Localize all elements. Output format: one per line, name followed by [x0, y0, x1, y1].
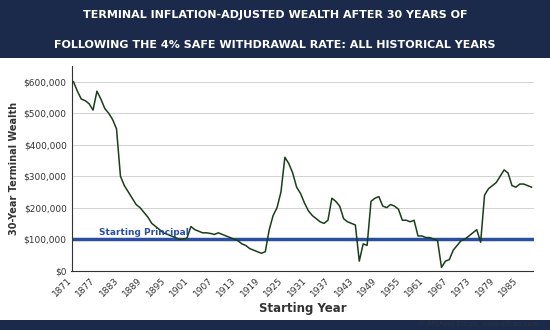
Text: FOLLOWING THE 4% SAFE WITHDRAWAL RATE: ALL HISTORICAL YEARS: FOLLOWING THE 4% SAFE WITHDRAWAL RATE: A…: [54, 40, 496, 50]
Text: Starting Principal: Starting Principal: [99, 228, 189, 237]
Y-axis label: 30-Year Terminal Wealth: 30-Year Terminal Wealth: [9, 102, 19, 235]
Text: TERMINAL INFLATION-ADJUSTED WEALTH AFTER 30 YEARS OF: TERMINAL INFLATION-ADJUSTED WEALTH AFTER…: [82, 10, 468, 20]
X-axis label: Starting Year: Starting Year: [258, 302, 346, 315]
Text: © Michael Kitces, www.kitces.com: © Michael Kitces, www.kitces.com: [418, 320, 539, 327]
